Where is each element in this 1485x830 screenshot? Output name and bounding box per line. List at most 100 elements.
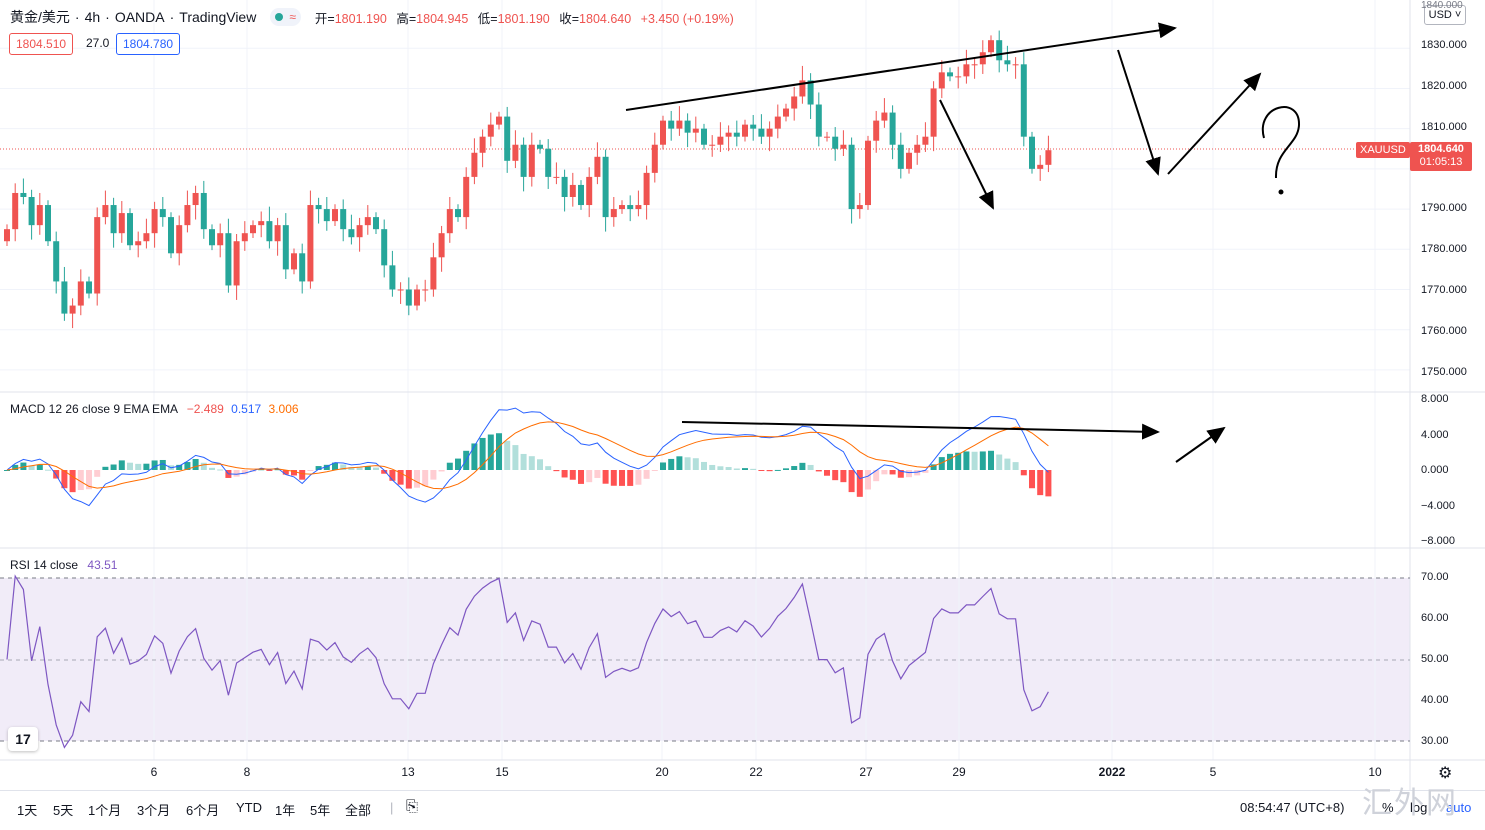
macd-bar — [438, 470, 445, 472]
candle — [110, 197, 117, 248]
candle — [610, 197, 617, 227]
candle — [373, 212, 379, 234]
candle — [889, 105, 896, 160]
macd-title[interactable]: MACD 12 26 close 9 EMA EMA −2.489 0.517 … — [10, 402, 299, 416]
range-ytd-button[interactable]: YTD — [236, 800, 262, 815]
range-1m-button[interactable]: 1个月 — [88, 803, 122, 818]
range-3m-button[interactable]: 3个月 — [137, 803, 171, 818]
price-axis-label: 1760.000 — [1421, 325, 1467, 337]
macd-bar — [520, 453, 527, 470]
time-axis-label: 22 — [749, 765, 763, 779]
macd-bar — [914, 470, 921, 476]
price-axis-label: 1770.000 — [1421, 284, 1467, 296]
macd-bar — [414, 470, 420, 488]
candle — [758, 114, 765, 144]
macd-bar — [594, 470, 601, 478]
log-scale-button[interactable]: log — [1410, 800, 1428, 815]
candle — [20, 178, 27, 205]
grid-lines — [0, 0, 1410, 760]
candle — [561, 169, 568, 212]
range-1y-button[interactable]: 1年 — [275, 803, 296, 818]
candle — [77, 269, 84, 316]
macd-bar — [315, 466, 322, 470]
candle — [504, 106, 511, 173]
auto-scale-button[interactable]: auto — [1446, 800, 1472, 815]
bottom-toolbar: 1天 5天 1个月 3个月 6个月 YTD 1年 5年 全部 | ⎘ 08:54… — [0, 790, 1485, 827]
broker-label: OANDA — [114, 9, 165, 25]
macd-bar — [701, 461, 707, 470]
macd-bar — [455, 458, 461, 470]
drawing-annotations[interactable] — [625, 22, 1301, 463]
candle — [356, 217, 363, 252]
macd-bar — [635, 470, 642, 485]
candle — [578, 180, 584, 210]
candle — [118, 201, 125, 243]
macd-bar — [807, 464, 814, 470]
candle — [988, 35, 994, 58]
candle — [701, 123, 707, 150]
candle — [405, 277, 412, 316]
candle — [922, 122, 929, 152]
candle — [86, 276, 92, 299]
macd-bar — [348, 467, 355, 470]
interval-label[interactable]: 4h — [84, 9, 101, 25]
macd-bar — [799, 462, 806, 470]
time-axis-label: 10 — [1368, 765, 1382, 779]
macd-bar — [127, 462, 133, 470]
candle — [668, 110, 675, 141]
currency-select[interactable]: USD ˅ — [1424, 5, 1466, 25]
symbol-name[interactable]: 黄金/美元 — [10, 9, 70, 25]
range-1d-button[interactable]: 1天 — [17, 803, 38, 818]
candle — [832, 127, 839, 161]
candle — [323, 197, 330, 231]
market-status-badge[interactable]: ≈ — [270, 8, 301, 26]
candle — [1012, 57, 1019, 79]
macd-bar — [750, 468, 757, 470]
goto-date-icon[interactable]: ⎘ — [406, 798, 419, 815]
macd-bar — [496, 433, 502, 470]
macd-bar — [988, 450, 994, 470]
percent-scale-button[interactable]: % — [1382, 800, 1394, 815]
clock-timezone[interactable]: 08:54:47 (UTC+8) — [1240, 800, 1345, 815]
candle — [799, 65, 806, 104]
candle — [766, 121, 773, 152]
bid-price-button[interactable]: 1804.510 — [9, 33, 74, 55]
chart-legend[interactable]: 黄金/美元 · 4h · OANDA · TradingView ≈ 开=180… — [10, 7, 740, 27]
rsi-axis-label: 60.00 — [1421, 612, 1449, 624]
macd-bar — [36, 464, 43, 470]
candle — [192, 185, 199, 220]
macd-bar — [586, 470, 593, 483]
macd-bar — [873, 470, 880, 482]
candle — [627, 195, 634, 222]
range-6m-button[interactable]: 6个月 — [186, 803, 220, 818]
macd-bar — [397, 470, 404, 485]
tradingview-logo-icon[interactable]: 17 — [8, 727, 38, 751]
macd-bar — [692, 458, 699, 470]
candle — [848, 137, 855, 224]
macd-bar — [783, 468, 789, 470]
rsi-line — [6, 574, 1049, 749]
range-all-button[interactable]: 全部 — [345, 803, 372, 818]
candle — [692, 116, 699, 143]
candle — [512, 130, 519, 169]
macd-bar — [938, 457, 945, 470]
rsi-title[interactable]: RSI 14 close 43.51 — [10, 558, 118, 572]
macd-bar — [184, 462, 191, 470]
range-5d-button[interactable]: 5天 — [53, 803, 74, 818]
macd-bar — [282, 470, 289, 475]
candle — [487, 112, 494, 147]
ask-price-button[interactable]: 1804.780 — [116, 33, 181, 55]
candle — [479, 129, 486, 168]
candle — [676, 106, 683, 136]
range-5y-button[interactable]: 5年 — [310, 803, 331, 818]
rsi-axis-label: 70.00 — [1421, 571, 1449, 583]
macd-line-value: 0.517 — [231, 402, 262, 416]
macd-bar — [930, 464, 937, 470]
candle — [1045, 135, 1052, 173]
candle — [619, 200, 625, 214]
candle — [135, 231, 142, 258]
candle — [947, 67, 953, 82]
gear-icon[interactable]: ⚙ — [1438, 765, 1453, 782]
macd-histogram — [4, 433, 1052, 497]
